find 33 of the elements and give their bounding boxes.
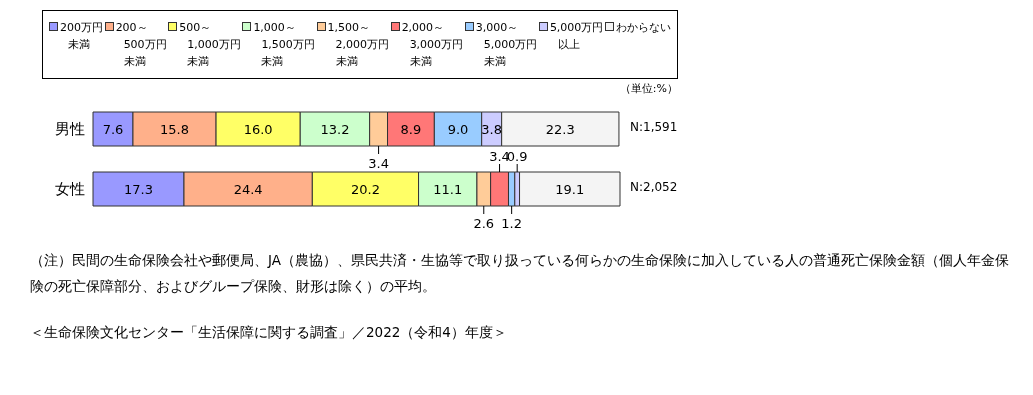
data-label: 9.0 [447, 122, 469, 137]
y-tick-label: 男性 [55, 120, 85, 139]
data-label: 1.2 [501, 216, 522, 231]
text: N:1,591 [630, 120, 678, 134]
legend-label: 1,000～1,500万円未満 [253, 20, 315, 70]
data-label: 3.8 [481, 122, 503, 137]
legend-label: 5,000万円以上 [549, 20, 604, 53]
data-label: 24.4 [233, 182, 263, 197]
data-label: 17.3 [124, 182, 153, 197]
data-label: 16.0 [243, 122, 273, 137]
text: （注）民間の生命保険会社や郵便局、JA（農協）、県民共済・生協等で取り扱っている何らかの生命保険に加入している人の普通死亡保険金額（個人年金保険の死亡保障部分、およびグループ保険、財形は除く）の平均。 [30, 251, 1010, 296]
data-label: 19.1 [555, 182, 585, 197]
data-label: 7.6 [102, 122, 124, 137]
data-label: 15.8 [160, 122, 189, 137]
legend-label: 200万円未満 [60, 20, 103, 53]
legend-label: 200～500万円未満 [115, 20, 167, 70]
data-label: 3.4 [368, 156, 389, 171]
data-label: 0.9 [506, 149, 528, 164]
data-label: 13.2 [320, 122, 350, 137]
data-label: 22.3 [545, 122, 575, 137]
y-tick-label: 女性 [55, 180, 85, 199]
legend-label: 500～1,000万円未満 [179, 20, 241, 70]
data-label: 20.2 [350, 182, 380, 197]
text: ＜生命保険文化センター「生活保障に関する調査」／2022（令和4）年度＞ [30, 323, 508, 342]
legend-label: 3,000～5,000万円未満 [475, 20, 538, 70]
legend-label: 2,000～3,000万円未満 [401, 20, 464, 70]
text: N:2,052 [630, 180, 678, 194]
legend-label: 1,500～2,000万円未満 [327, 20, 389, 70]
data-label: 2.6 [473, 216, 495, 231]
text: （単位:%） [619, 81, 678, 96]
legend-label: わからない [616, 20, 671, 36]
data-label: 11.1 [433, 182, 463, 197]
data-label: 8.9 [400, 122, 422, 137]
